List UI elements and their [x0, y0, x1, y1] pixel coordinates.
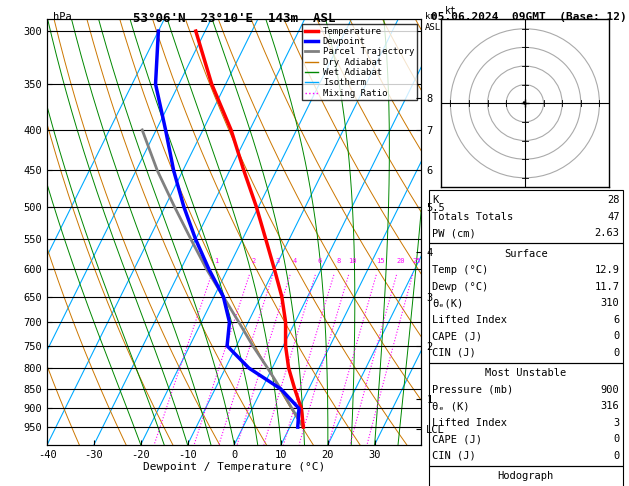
Text: 3: 3: [613, 418, 620, 428]
Text: 0: 0: [613, 348, 620, 358]
Text: CAPE (J): CAPE (J): [432, 331, 482, 341]
Legend: Temperature, Dewpoint, Parcel Trajectory, Dry Adiabat, Wet Adiabat, Isotherm, Mi: Temperature, Dewpoint, Parcel Trajectory…: [302, 24, 417, 101]
Text: 0: 0: [613, 451, 620, 461]
Text: 310: 310: [601, 298, 620, 308]
Text: K: K: [432, 195, 438, 205]
Text: Hodograph: Hodograph: [498, 471, 554, 481]
Text: 316: 316: [601, 401, 620, 411]
Text: CIN (J): CIN (J): [432, 348, 476, 358]
Text: Lifted Index: Lifted Index: [432, 315, 507, 325]
Text: 12.9: 12.9: [594, 265, 620, 275]
Text: Pressure (mb): Pressure (mb): [432, 385, 513, 395]
Text: CAPE (J): CAPE (J): [432, 434, 482, 444]
Text: 0: 0: [613, 331, 620, 341]
Text: θₑ (K): θₑ (K): [432, 401, 470, 411]
Text: 05.06.2024  09GMT  (Base: 12): 05.06.2024 09GMT (Base: 12): [431, 12, 626, 22]
Text: PW (cm): PW (cm): [432, 228, 476, 238]
Text: 1: 1: [214, 258, 218, 263]
Text: kt: kt: [445, 6, 456, 16]
Text: km
ASL: km ASL: [425, 12, 441, 32]
Text: 2.63: 2.63: [594, 228, 620, 238]
Text: 47: 47: [607, 212, 620, 222]
Text: 15: 15: [376, 258, 385, 263]
Text: Dewp (°C): Dewp (°C): [432, 282, 488, 292]
Text: 900: 900: [601, 385, 620, 395]
Text: Lifted Index: Lifted Index: [432, 418, 507, 428]
Text: 53°06'N  23°10'E  143m  ASL: 53°06'N 23°10'E 143m ASL: [133, 12, 335, 25]
Text: 6: 6: [613, 315, 620, 325]
Text: 25: 25: [412, 258, 421, 263]
Text: Most Unstable: Most Unstable: [485, 368, 567, 378]
Text: 28: 28: [607, 195, 620, 205]
Text: 11.7: 11.7: [594, 282, 620, 292]
Text: Surface: Surface: [504, 249, 548, 259]
Text: Totals Totals: Totals Totals: [432, 212, 513, 222]
Text: CIN (J): CIN (J): [432, 451, 476, 461]
Text: Temp (°C): Temp (°C): [432, 265, 488, 275]
Text: 8: 8: [336, 258, 340, 263]
Text: hPa: hPa: [53, 12, 72, 22]
Text: 20: 20: [396, 258, 405, 263]
Text: 6: 6: [318, 258, 322, 263]
Text: 10: 10: [348, 258, 357, 263]
Text: 2: 2: [252, 258, 256, 263]
Text: 3: 3: [276, 258, 279, 263]
Text: θₑ(K): θₑ(K): [432, 298, 464, 308]
X-axis label: Dewpoint / Temperature (°C): Dewpoint / Temperature (°C): [143, 462, 325, 472]
Text: 0: 0: [613, 434, 620, 444]
Text: 4: 4: [292, 258, 297, 263]
